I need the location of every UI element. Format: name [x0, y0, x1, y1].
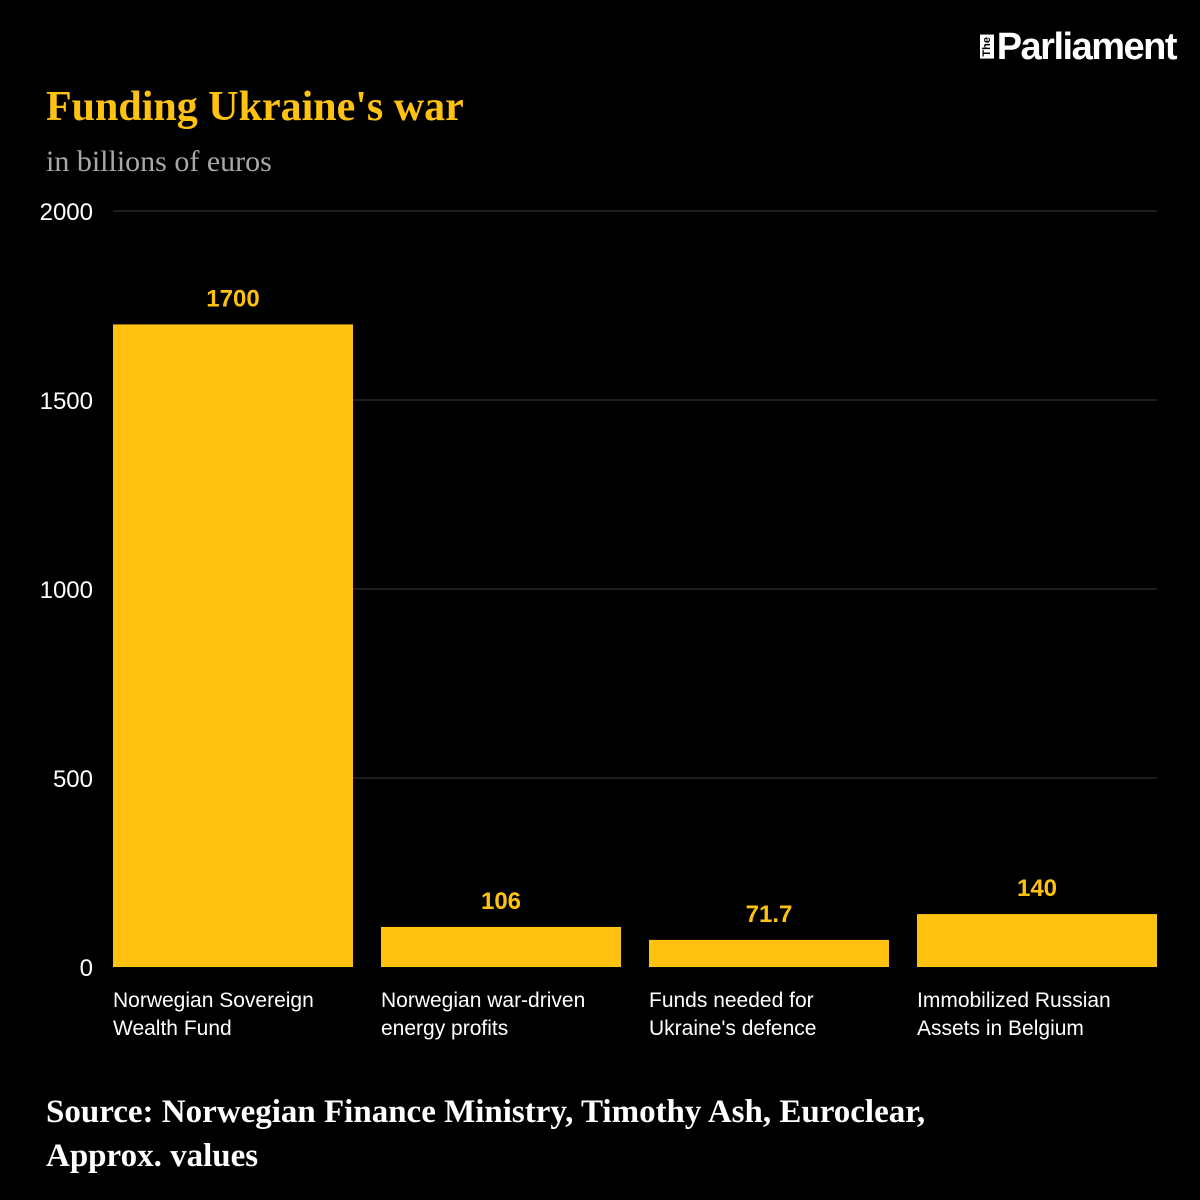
x-tick-label: Assets in Belgium — [917, 1017, 1084, 1040]
x-tick-label: Ukraine's defence — [649, 1017, 816, 1040]
x-tick-label: Immobilized Russian — [917, 989, 1111, 1012]
y-tick-label: 500 — [53, 766, 93, 793]
source-line-2: Approx. values — [46, 1138, 259, 1174]
chart-subtitle: in billions of euros — [46, 145, 272, 178]
y-tick-label: 2000 — [40, 199, 93, 226]
bar-chart: 0 500 1000 1500 2000 1700 Norwegian Sovereign W… — [40, 199, 1157, 1040]
x-tick-label: Norwegian war-driven — [381, 989, 585, 1012]
x-tick-label: Norwegian Sovereign — [113, 989, 314, 1012]
source-note: Source: Norwegian Finance Ministry, Timo… — [46, 1090, 1146, 1178]
x-tick-label: Wealth Fund — [113, 1017, 232, 1040]
brand-logo: The Parliament — [979, 26, 1178, 68]
source-line-1: Source: Norwegian Finance Ministry, Timo… — [46, 1094, 926, 1130]
x-tick-label: energy profits — [381, 1017, 508, 1040]
chart-title: Funding Ukraine's war — [46, 84, 464, 130]
data-label: 1700 — [206, 285, 259, 312]
x-tick-label: Funds needed for — [649, 989, 814, 1012]
bar-1 — [113, 324, 353, 967]
y-tick-label: 1000 — [40, 577, 93, 604]
y-tick-label: 0 — [80, 955, 93, 982]
brand-name: Parliament — [996, 26, 1178, 68]
bar-4 — [917, 914, 1157, 967]
bar-3 — [649, 939, 889, 967]
data-label: 140 — [1017, 875, 1057, 902]
data-label: 71.7 — [746, 901, 793, 928]
y-tick-label: 1500 — [40, 388, 93, 415]
bar-2 — [381, 926, 621, 967]
data-label: 106 — [481, 888, 521, 915]
